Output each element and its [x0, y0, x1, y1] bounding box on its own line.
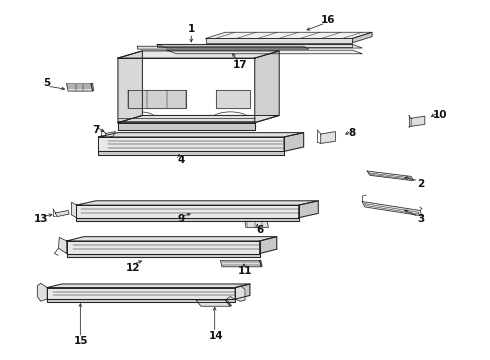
Text: 6: 6 — [256, 225, 263, 235]
Text: 3: 3 — [417, 215, 424, 224]
Text: 10: 10 — [433, 111, 448, 121]
Polygon shape — [260, 260, 262, 267]
Text: 15: 15 — [74, 336, 89, 346]
Polygon shape — [91, 83, 94, 91]
Polygon shape — [67, 241, 260, 253]
Polygon shape — [352, 32, 372, 42]
Text: 9: 9 — [178, 215, 185, 224]
Text: 2: 2 — [417, 179, 424, 189]
Polygon shape — [72, 202, 76, 218]
Polygon shape — [216, 90, 250, 108]
Polygon shape — [118, 51, 143, 123]
Polygon shape — [138, 46, 309, 49]
Polygon shape — [299, 201, 318, 218]
Polygon shape — [220, 261, 261, 267]
Polygon shape — [98, 137, 284, 151]
Polygon shape — [206, 39, 352, 42]
Polygon shape — [157, 44, 352, 47]
Text: 13: 13 — [33, 215, 48, 224]
Text: 7: 7 — [92, 125, 99, 135]
Polygon shape — [235, 286, 245, 301]
Polygon shape — [76, 205, 299, 218]
Polygon shape — [67, 84, 93, 91]
Polygon shape — [47, 288, 235, 299]
Text: 11: 11 — [238, 266, 252, 276]
Polygon shape — [196, 300, 230, 306]
Polygon shape — [206, 32, 372, 39]
Polygon shape — [368, 173, 411, 179]
Polygon shape — [118, 116, 279, 123]
Polygon shape — [128, 90, 186, 108]
Polygon shape — [67, 253, 260, 257]
Polygon shape — [118, 51, 279, 58]
Polygon shape — [98, 151, 284, 155]
Text: 8: 8 — [349, 129, 356, 138]
Polygon shape — [118, 123, 255, 130]
Polygon shape — [98, 133, 304, 137]
Polygon shape — [167, 50, 362, 54]
Text: 14: 14 — [208, 331, 223, 341]
Text: 12: 12 — [125, 263, 140, 273]
Polygon shape — [76, 201, 318, 205]
Polygon shape — [321, 132, 335, 143]
Polygon shape — [58, 237, 67, 253]
Polygon shape — [157, 44, 362, 48]
Text: 5: 5 — [44, 78, 51, 88]
Polygon shape — [225, 300, 231, 306]
Polygon shape — [260, 237, 277, 253]
Polygon shape — [106, 132, 116, 138]
Text: 1: 1 — [188, 24, 195, 35]
Polygon shape — [365, 204, 419, 214]
Polygon shape — [284, 133, 304, 151]
Polygon shape — [245, 221, 269, 227]
Polygon shape — [47, 299, 235, 302]
Polygon shape — [367, 171, 414, 181]
Polygon shape — [67, 237, 277, 241]
Polygon shape — [47, 284, 250, 288]
Polygon shape — [411, 116, 425, 126]
Text: 17: 17 — [233, 60, 247, 70]
Text: 16: 16 — [321, 15, 335, 26]
Text: 4: 4 — [178, 155, 185, 165]
Polygon shape — [255, 51, 279, 123]
Polygon shape — [362, 202, 422, 216]
Polygon shape — [55, 211, 69, 217]
Polygon shape — [37, 283, 47, 301]
Polygon shape — [235, 284, 250, 299]
Polygon shape — [76, 218, 299, 221]
